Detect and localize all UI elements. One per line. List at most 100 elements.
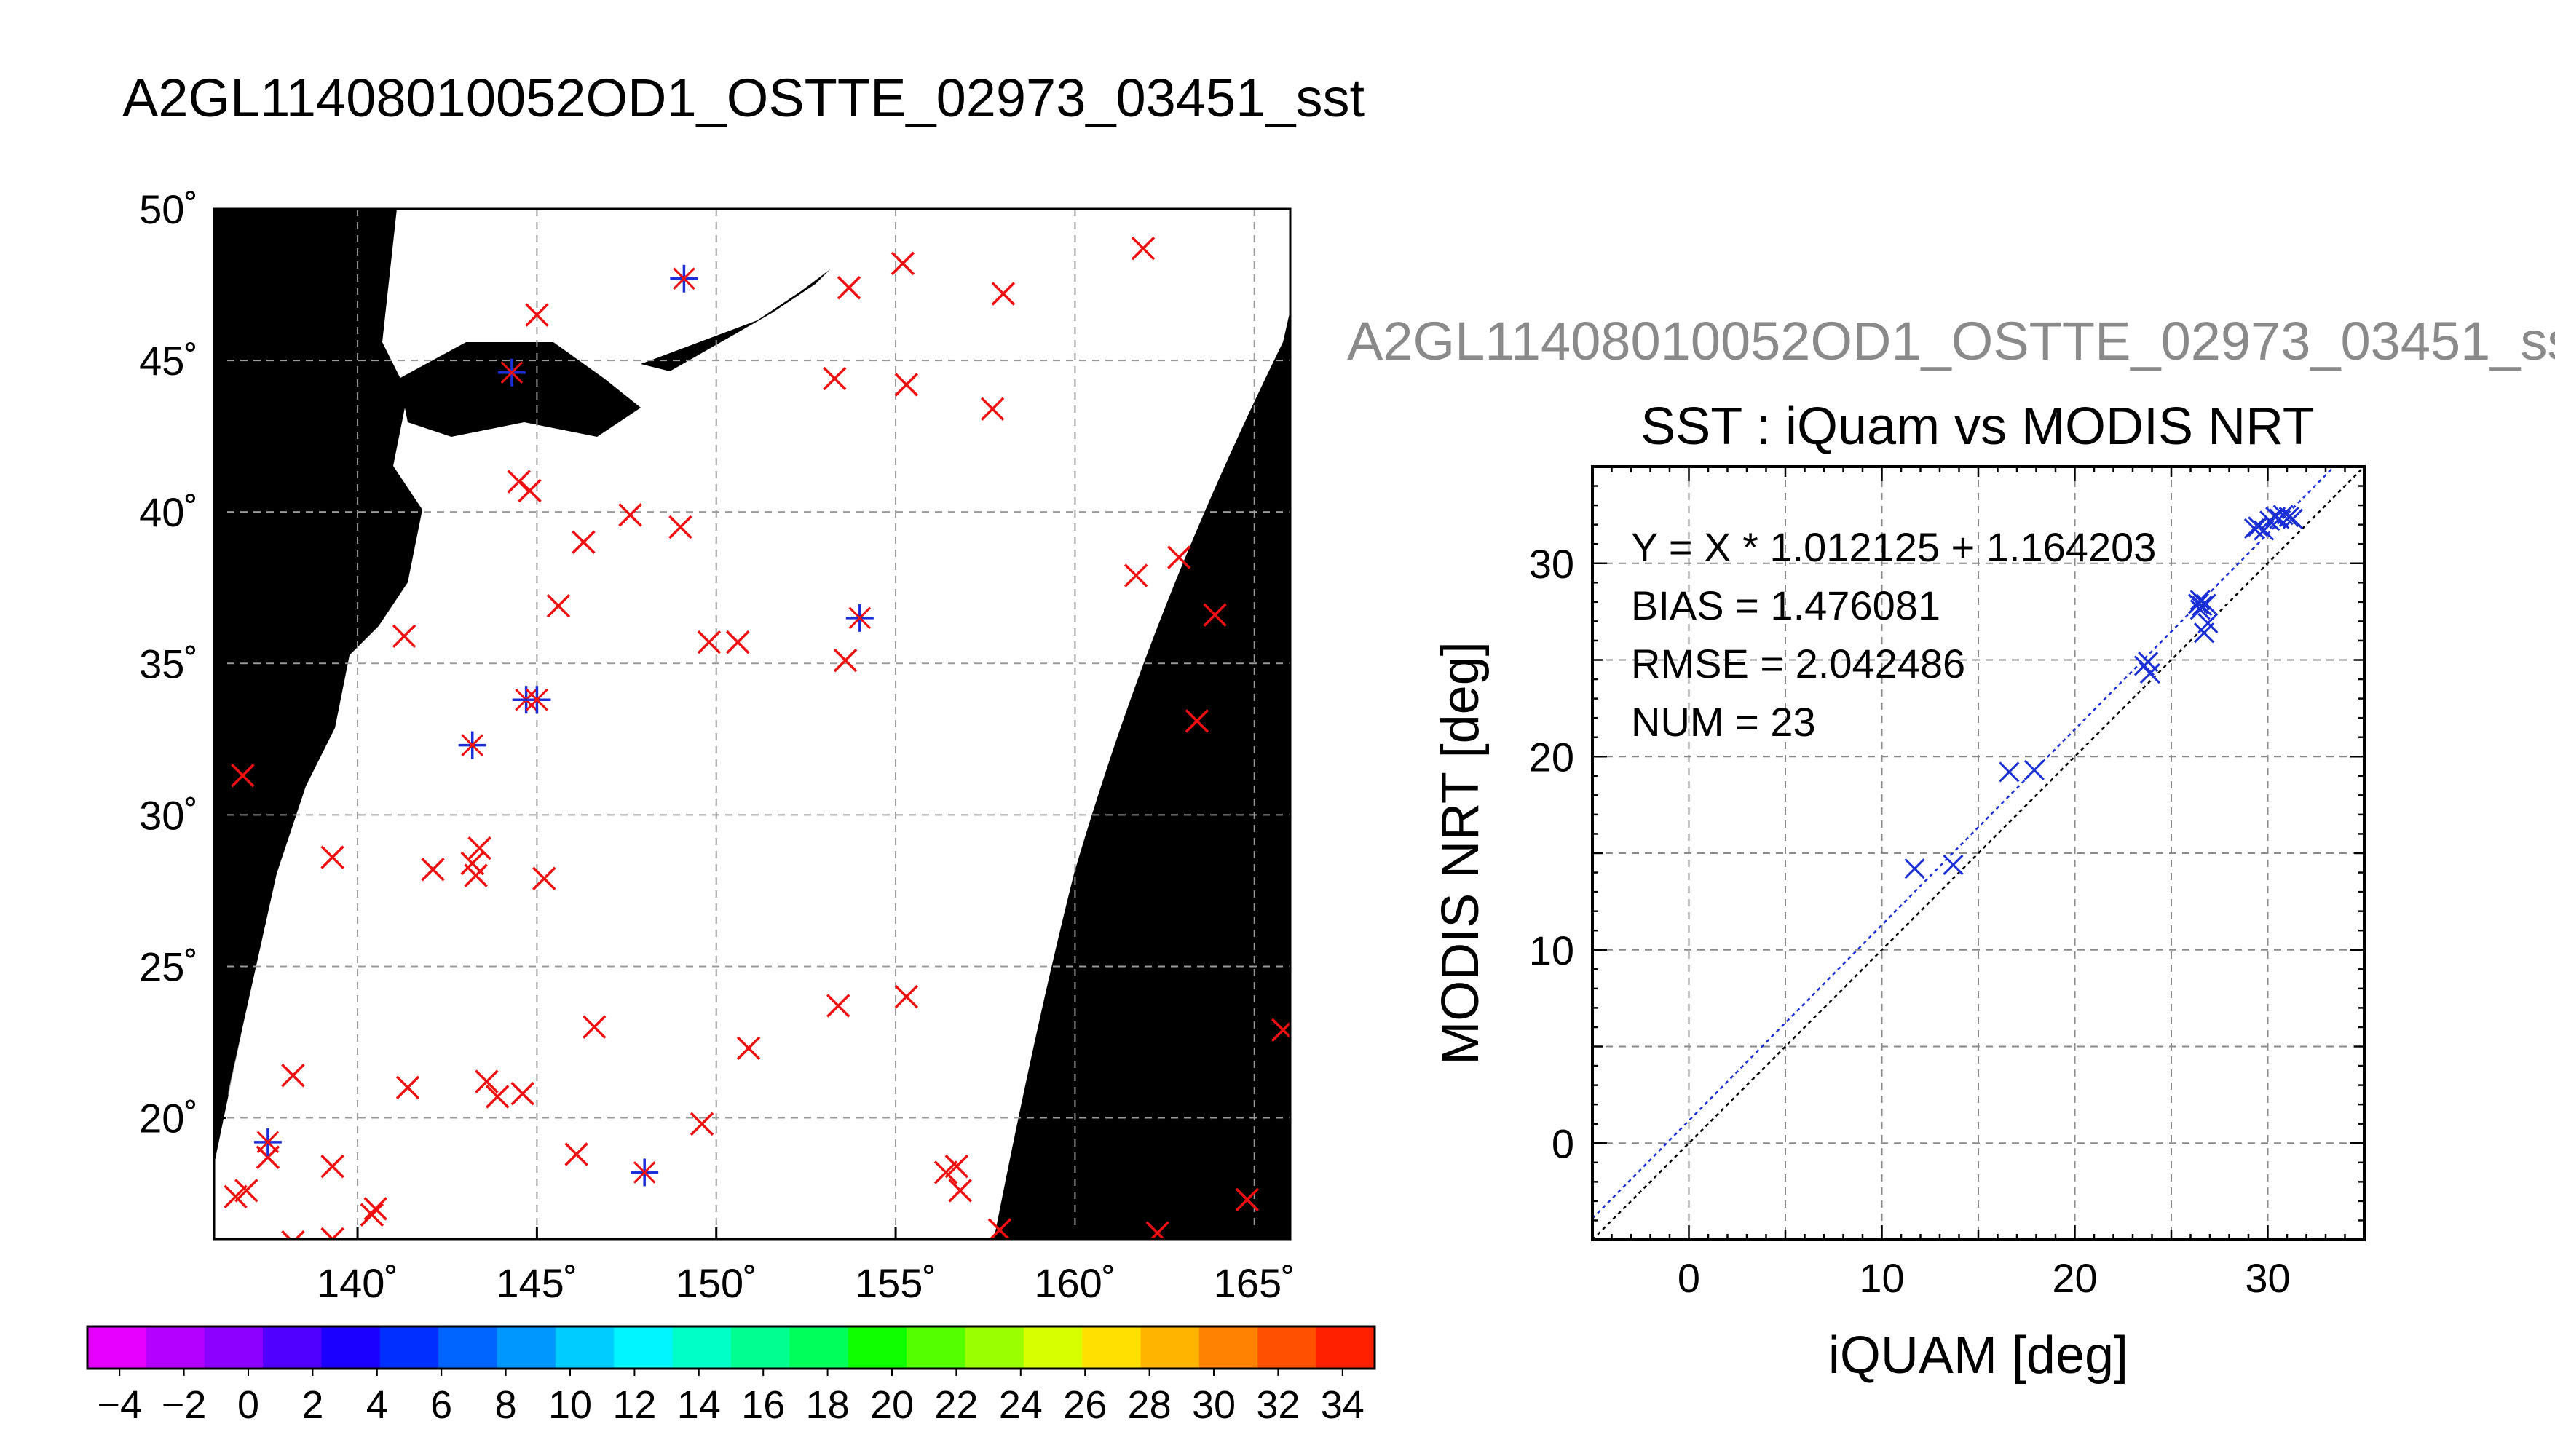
map-y-tick-label: 25˚ xyxy=(139,943,198,989)
blue-star-marker xyxy=(497,358,526,387)
red-x-marker xyxy=(281,1230,305,1239)
red-x-marker xyxy=(320,1154,344,1179)
colorbar-tick-label: 22 xyxy=(934,1383,978,1427)
colorbar: −4 −2 0 2 4 6 8 10 12 14 16 18 20 22 24 26 28 30 32 34 xyxy=(86,1325,1376,1427)
colorbar-tick-label: 12 xyxy=(612,1383,656,1427)
scatter-header-title: A2GL11408010052OD1_OSTTE_02973_03451_sst xyxy=(1347,311,2555,371)
map-markers xyxy=(224,236,1290,1239)
scatter-y-tick-label: 0 xyxy=(1552,1120,1574,1166)
red-x-marker xyxy=(532,866,556,890)
red-x-marker xyxy=(987,1218,1012,1239)
colorbar-tick-label: 6 xyxy=(430,1383,452,1427)
scatter-point xyxy=(2282,508,2304,529)
map-x-tick-label: 160˚ xyxy=(1034,1260,1115,1306)
colorbar-segment xyxy=(1082,1326,1142,1369)
red-x-marker xyxy=(564,1142,588,1166)
red-x-marker xyxy=(726,630,750,654)
scatter-point xyxy=(2248,516,2269,537)
red-x-marker xyxy=(281,1064,305,1088)
identity-line xyxy=(1592,466,2365,1241)
figure-title: A2GL11408010052OD1_OSTTE_02973_03451_sst xyxy=(122,68,1365,128)
scatter-x-tick-label: 30 xyxy=(2245,1255,2290,1301)
red-x-marker xyxy=(618,503,642,527)
red-x-marker xyxy=(464,863,488,887)
red-x-marker xyxy=(668,515,692,539)
map-y-tick-label: 30˚ xyxy=(139,792,198,838)
colorbar-tick-label: 18 xyxy=(806,1383,850,1427)
red-x-marker xyxy=(1124,563,1148,587)
colorbar-frame xyxy=(86,1325,1376,1370)
blue-star-marker xyxy=(458,731,486,759)
scatter-frame xyxy=(1591,465,2366,1241)
red-x-marker xyxy=(894,984,919,1009)
scatter-y-axis-label: MODIS NRT [deg] xyxy=(1431,641,1490,1065)
colorbar-segment xyxy=(907,1326,965,1369)
scatter-point xyxy=(2195,593,2216,614)
colorbar-tick-label: 28 xyxy=(1128,1383,1172,1427)
red-x-marker xyxy=(320,1227,344,1239)
colorbar-tick-label: 32 xyxy=(1256,1383,1300,1427)
colorbar-segment xyxy=(497,1326,556,1369)
scatter-title: SST : iQuam vs MODIS NRT xyxy=(1640,397,2315,456)
colorbar-segment xyxy=(731,1326,790,1369)
scatter-y-tick-label: 20 xyxy=(1529,734,1574,780)
colorbar-segment xyxy=(1023,1326,1083,1369)
map-frame xyxy=(213,207,1292,1241)
red-x-marker xyxy=(837,275,861,300)
red-x-marker xyxy=(467,836,491,860)
colorbar-segment xyxy=(263,1326,322,1369)
colorbar-segment xyxy=(848,1326,907,1369)
scatter-point xyxy=(1943,854,1964,875)
colorbar-tick-label: 0 xyxy=(237,1383,259,1427)
map-y-tick-label: 35˚ xyxy=(139,641,198,687)
colorbar-segment xyxy=(87,1326,146,1369)
scatter-plot: SST : iQuam vs MODIS NRT 0 10 20 300102030 … xyxy=(1431,397,2366,1385)
red-x-marker xyxy=(546,593,571,618)
blue-star-marker xyxy=(523,686,551,714)
land-japan xyxy=(218,209,422,1136)
colorbar-segment xyxy=(438,1326,498,1369)
sst-region xyxy=(524,708,714,802)
colorbar-tick-label: 2 xyxy=(301,1383,323,1427)
red-x-marker xyxy=(234,1179,258,1203)
scatter-x-tick-label: 10 xyxy=(1859,1255,1904,1301)
colorbar-segment xyxy=(614,1326,674,1369)
map-y-tick-label: 40˚ xyxy=(139,489,198,535)
scatter-y-tick-label: 30 xyxy=(1529,541,1574,587)
scatter-point xyxy=(2188,593,2209,614)
blue-star-marker xyxy=(670,264,698,293)
red-x-marker xyxy=(582,1015,607,1039)
red-x-marker xyxy=(826,994,850,1018)
red-x-marker xyxy=(894,373,919,397)
red-x-marker xyxy=(421,858,445,882)
sst-region xyxy=(641,541,961,670)
red-x-marker xyxy=(475,1069,499,1093)
red-x-marker xyxy=(933,1160,958,1184)
red-x-marker xyxy=(224,1184,248,1208)
red-x-marker xyxy=(690,1112,714,1136)
colorbar-segment xyxy=(1140,1326,1200,1369)
sst-region xyxy=(218,1136,728,1239)
colorbar-segment xyxy=(965,1326,1024,1369)
scatter-gridlines xyxy=(1592,467,2364,1240)
colorbar-tick-label: 14 xyxy=(677,1383,721,1427)
colorbar-segment xyxy=(555,1326,615,1369)
scatter-point xyxy=(1904,858,1925,879)
colorbar-segment xyxy=(146,1326,205,1369)
land-hokkaido xyxy=(399,342,641,437)
colorbar-tick-label: −2 xyxy=(162,1383,207,1427)
colorbar-tick-label: 26 xyxy=(1063,1383,1107,1427)
colorbar-tick-label: 24 xyxy=(999,1383,1043,1427)
red-x-marker xyxy=(1271,1018,1290,1042)
map-x-tick-label: 145˚ xyxy=(496,1260,577,1306)
colorbar-tick-label: 16 xyxy=(741,1383,785,1427)
scatter-point xyxy=(2189,590,2211,611)
red-x-marker xyxy=(320,845,344,869)
red-x-marker xyxy=(948,1179,972,1203)
colorbar-segment xyxy=(1198,1326,1258,1369)
scatter-x-tick-label: 20 xyxy=(2052,1255,2097,1301)
scatter-ticks: 0 10 20 30 0 10 20 30 xyxy=(1529,465,2366,1301)
map-x-tick-label: 150˚ xyxy=(676,1260,757,1306)
sst-region xyxy=(492,239,569,304)
colorbar-segment xyxy=(1316,1326,1375,1369)
